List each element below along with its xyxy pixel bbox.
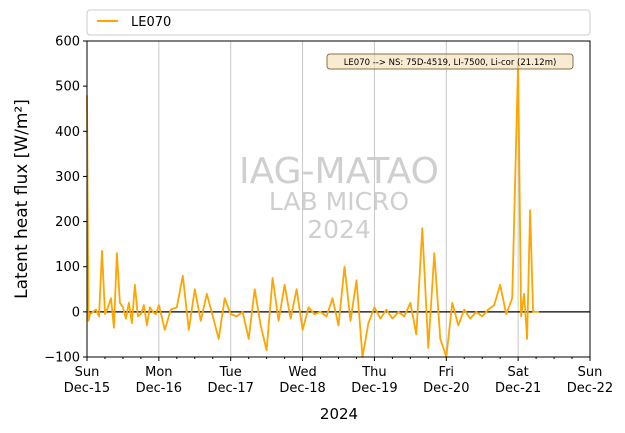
legend-label-le070: LE070 xyxy=(131,15,171,30)
axes-layer: −1000100200300400500600SunDec-15MonDec-1… xyxy=(44,35,613,397)
x-tick-label-day: Fri xyxy=(439,365,455,380)
y-tick-label: 200 xyxy=(55,215,80,230)
x-tick-label-day: Thu xyxy=(361,365,386,380)
watermark-line-1: IAG-MATAO xyxy=(239,151,439,192)
annotation-text: LE070 --> NS: 75D-4519, LI-7500, Li-cor … xyxy=(344,58,557,68)
y-tick-label: 600 xyxy=(55,35,80,50)
series-line-le070 xyxy=(86,62,540,358)
x-tick-label-date: Dec-22 xyxy=(567,381,613,396)
x-tick-label-date: Dec-15 xyxy=(64,381,110,396)
annotation-box xyxy=(326,53,574,70)
x-tick-label-day: Sat xyxy=(507,365,528,380)
y-tick-label: 500 xyxy=(55,80,80,95)
annotation: LE070 --> NS: 75D-4519, LI-7500, Li-cor … xyxy=(326,53,574,70)
legend-frame xyxy=(86,9,591,36)
y-axis-title: Latent heat flux [W/m²] xyxy=(12,99,32,299)
watermark: IAG-MATAO LAB MICRO 2024 xyxy=(239,151,439,244)
watermark-line-2: LAB MICRO xyxy=(269,187,409,216)
watermark-line-3: 2024 xyxy=(307,215,371,244)
x-tick-label-day: Sun xyxy=(578,365,603,380)
y-tick-label: 100 xyxy=(55,260,80,275)
x-tick-label-day: Sun xyxy=(75,365,100,380)
y-tick-label: 300 xyxy=(55,170,80,185)
y-tick-label: 400 xyxy=(55,125,80,140)
x-tick-label-day: Wed xyxy=(288,365,316,380)
y-tick-label: −100 xyxy=(44,351,80,366)
x-axis-title: 2024 xyxy=(320,405,358,423)
x-tick-label-date: Dec-16 xyxy=(136,381,182,396)
x-tick-label-date: Dec-19 xyxy=(351,381,397,396)
x-tick-label-day: Mon xyxy=(145,365,172,380)
x-tick-label-date: Dec-18 xyxy=(279,381,325,396)
x-tick-label-date: Dec-17 xyxy=(208,381,254,396)
x-tick-label-date: Dec-21 xyxy=(495,381,541,396)
legend: LE070 xyxy=(86,9,591,36)
x-tick-label-day: Tue xyxy=(219,365,242,380)
x-tick-label-date: Dec-20 xyxy=(423,381,469,396)
series-layer xyxy=(86,62,540,358)
y-tick-label: 0 xyxy=(72,305,80,320)
